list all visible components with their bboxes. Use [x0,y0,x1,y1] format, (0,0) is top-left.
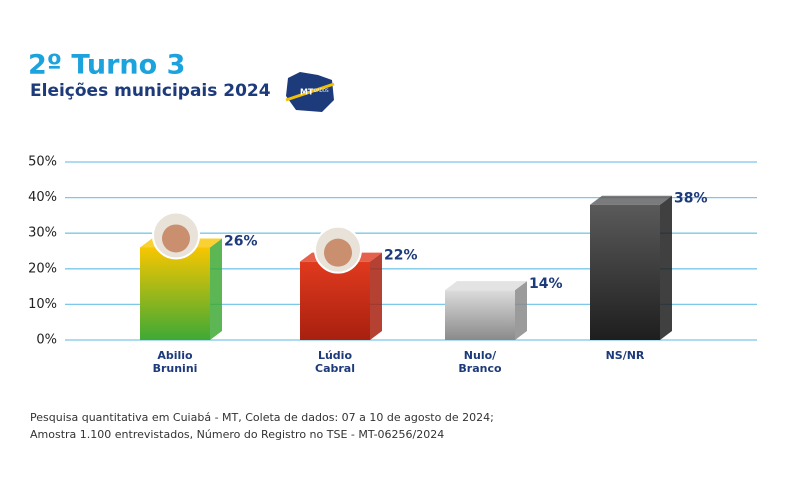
bar [590,205,660,340]
plot: 0% 10% 20% 30% 40% 50% 26% AbilioBrunini 22% Lúdi… [28,155,757,376]
portrait-face [324,239,352,267]
x-tick-label: NS/NR [606,349,645,362]
bar-side [210,238,222,340]
value-label: 14% [529,276,563,292]
chart-subtitle: Eleições municipais 2024 [30,81,271,101]
x-tick-label: AbilioBrunini [153,349,198,375]
portrait-face [162,224,190,252]
footnote: Pesquisa quantitativa em Cuiabá - MT, Co… [30,411,494,424]
bar-side [515,281,527,340]
x-tick-label: LúdioCabral [315,349,355,375]
bar-top [445,281,527,290]
logo: MT DADOS [286,72,334,112]
value-label: 26% [224,233,258,249]
bar-top [590,196,672,205]
bar [140,247,210,340]
bar [445,290,515,340]
logo-text: DADOS [314,88,329,93]
y-tick-label: 30% [28,226,57,241]
y-tick-label: 0% [36,333,57,348]
bar-side [370,253,382,340]
y-tick-label: 50% [28,155,57,170]
logo-text: MT [300,88,314,97]
y-tick-label: 10% [28,297,57,312]
x-tick-label: Nulo/Branco [458,349,502,375]
bar-side [660,196,672,340]
value-label: 38% [674,191,708,207]
chart-title: 2º Turno 3 [28,50,185,81]
y-tick-label: 40% [28,190,57,205]
value-label: 22% [384,248,418,264]
y-tick-label: 20% [28,261,57,276]
footnote: Amostra 1.100 entrevistados, Número do R… [30,428,444,441]
